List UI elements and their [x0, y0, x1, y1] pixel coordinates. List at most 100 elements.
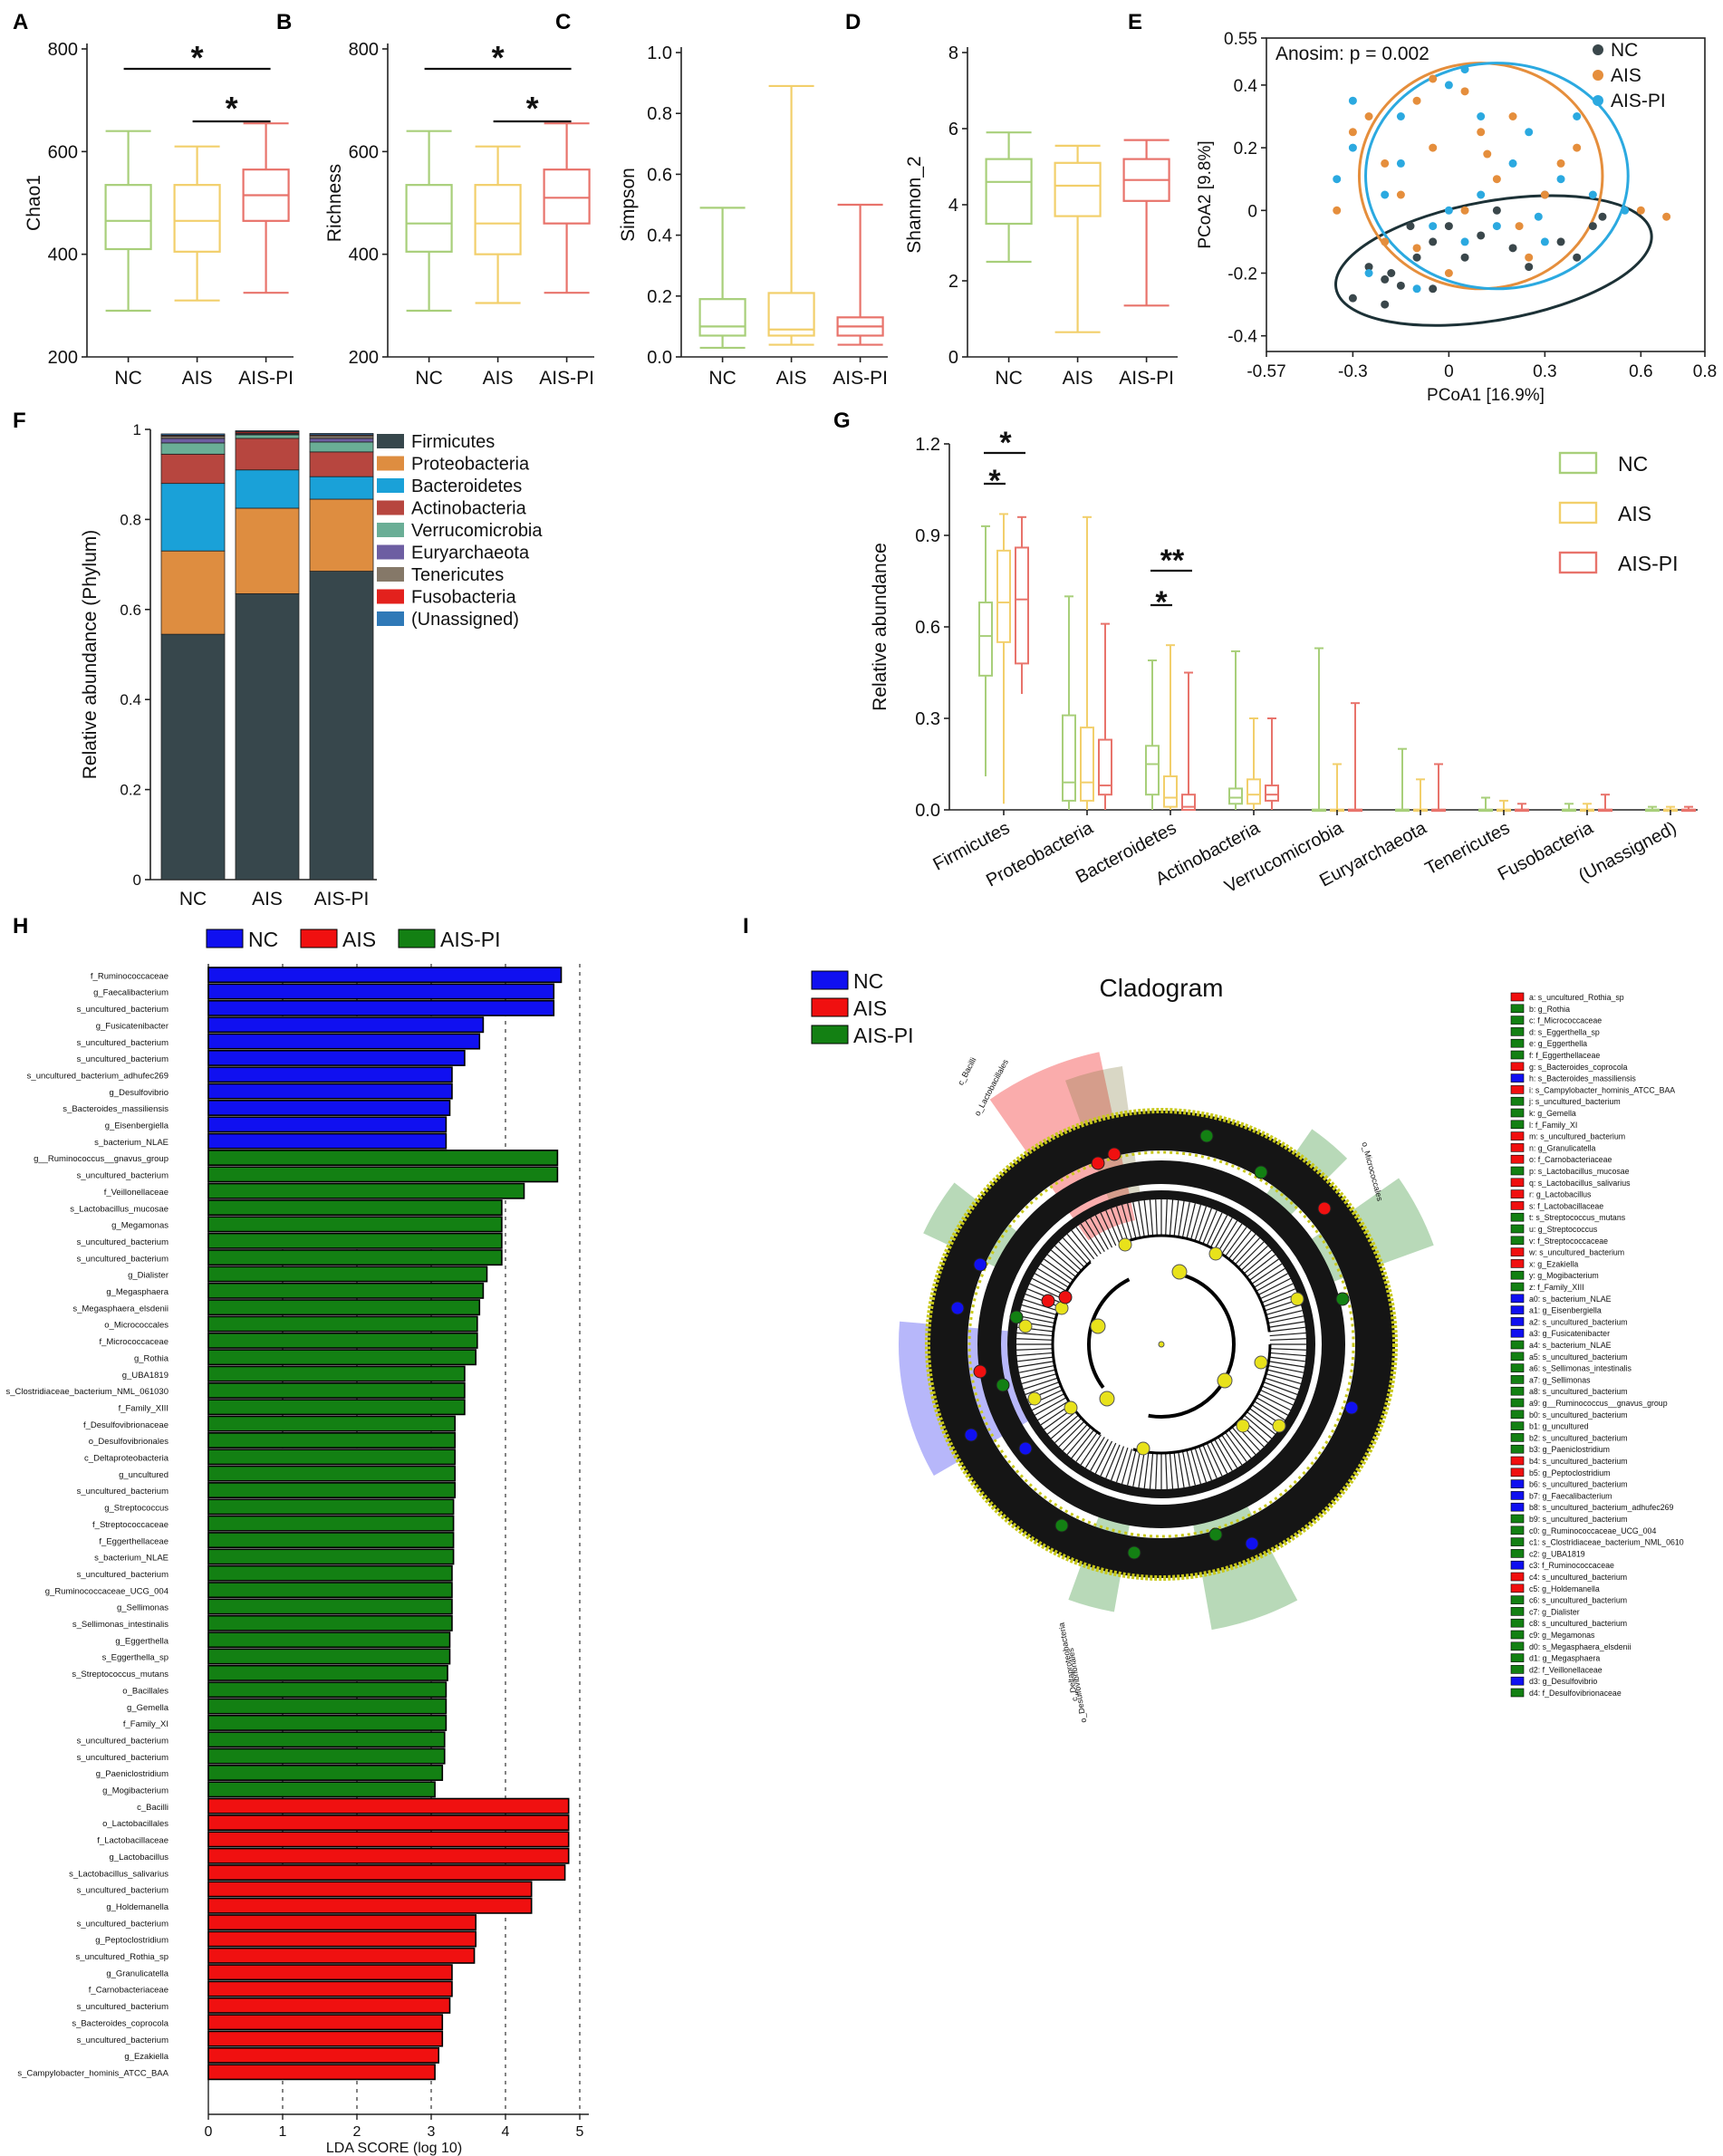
x-axis-label: PCoA1 [16.9%] [1427, 386, 1545, 405]
x-tick-label: 0 [205, 2124, 213, 2140]
key-swatch-ais-pi [1510, 1224, 1525, 1234]
lda-bar [207, 1765, 444, 1781]
scatter-point-ais [1412, 96, 1421, 105]
branch-line [1240, 1245, 1268, 1271]
branch-line [1209, 1215, 1228, 1248]
branch-line [1218, 1220, 1238, 1252]
lda-bar [207, 1532, 455, 1549]
lda-bar-label: g_Fusicatenibacter [96, 1021, 168, 1031]
lda-bar [207, 1731, 446, 1748]
lda-bar [207, 1614, 453, 1631]
legend-swatch [377, 567, 404, 582]
key-swatch-ais [1510, 1201, 1525, 1210]
tree-node [1118, 1237, 1132, 1252]
branch-line [1251, 1263, 1283, 1285]
branch-line [1094, 1215, 1113, 1248]
key-swatch-ais [1510, 1572, 1525, 1582]
lda-bar [207, 1432, 457, 1449]
key-entry: d0: s_Megasphaera_elsdenii [1529, 1642, 1632, 1651]
biomarker-node-nc [950, 1301, 965, 1315]
y-tick-label: 1 [133, 421, 141, 438]
branch-line [1194, 1447, 1208, 1483]
branch-line [1020, 1369, 1056, 1379]
branch-line [1221, 1434, 1243, 1466]
y-tick-label: 0.6 [120, 602, 141, 619]
lda-bar [207, 1548, 455, 1565]
x-tick-label: AIS-PI [833, 368, 888, 389]
branch-line [1198, 1446, 1212, 1481]
y-tick-label: 6 [948, 120, 958, 140]
branch-line [1046, 1254, 1077, 1278]
key-entry: c9: g_Megamonas [1529, 1631, 1595, 1640]
y-axis-label: Shannon_2 [904, 156, 925, 253]
y-tick-label: 0.2 [120, 782, 141, 799]
key-swatch-ais-pi [1510, 1375, 1525, 1384]
lda-bar-label: g_Ruminococcaceae_UCG_004 [45, 1586, 168, 1596]
tree-node [1064, 1400, 1078, 1415]
lda-bar [207, 1132, 448, 1150]
lda-bar [207, 1216, 503, 1233]
key-swatch-ais [1510, 1468, 1525, 1477]
y-tick-label: 1.2 [915, 435, 940, 455]
branch-line [1165, 1199, 1168, 1237]
scatter-point-ais [1429, 74, 1438, 83]
box-iqr [1145, 745, 1160, 796]
sig-star: * [1155, 585, 1168, 620]
branch-line [1268, 1321, 1305, 1328]
tree-node [1027, 1391, 1042, 1406]
x-tick-label: 5 [576, 2124, 584, 2140]
lda-bar-label: g_Dialister [128, 1271, 168, 1281]
branch-line [1254, 1400, 1285, 1421]
lda-bar [207, 1066, 453, 1083]
lda-bar [207, 1299, 481, 1316]
key-entry: a3: g_Fusicatenibacter [1529, 1329, 1610, 1338]
legend-swatch [1558, 501, 1598, 525]
scatter-point-ais [1662, 212, 1671, 221]
legend-label: NC [853, 969, 883, 993]
lda-bar-label: s_uncultured_Rothia_sp [76, 1952, 168, 1962]
key-swatch-ais-pi [1510, 1363, 1525, 1372]
y-axis-label: Relative abundance (Phylum) [80, 530, 101, 779]
branch-line [1181, 1201, 1190, 1238]
lda-bar-label: g_Paeniclostridium [96, 1769, 168, 1779]
lda-bar [207, 1016, 485, 1034]
lda-bar-label: o_Lactobacillales [102, 1819, 168, 1829]
x-tick-label: 0.6 [1629, 362, 1652, 381]
lda-bar-label: g_uncultured [119, 1470, 168, 1480]
scatter-point-ais [1396, 190, 1405, 199]
scatter-point-ais-pi [1492, 222, 1501, 231]
branch-line [1090, 1439, 1109, 1471]
lda-bar [207, 1349, 477, 1366]
lda-bar-label: g_Rothia [134, 1353, 169, 1363]
scatter-point-ais [1556, 159, 1565, 168]
scatter-point-ais [1412, 244, 1421, 253]
branch-line [1214, 1439, 1233, 1471]
tree-node [1208, 1246, 1223, 1261]
lda-bar-label: s_Bacteroides_coprocola [72, 2018, 168, 2028]
scatter-point-nc [1429, 284, 1438, 294]
branch-line [1127, 1203, 1137, 1239]
box-iqr [1163, 775, 1178, 808]
lda-bar [207, 1914, 477, 1931]
y-tick-label: 600 [48, 142, 78, 162]
key-swatch-ais-pi [1510, 1386, 1525, 1396]
branch-line [1075, 1227, 1098, 1257]
scatter-point-ais [1477, 128, 1486, 137]
branch-line [1138, 1451, 1145, 1488]
box-iqr [405, 184, 453, 253]
key-entry: g: s_Bacteroides_coprocola [1529, 1063, 1628, 1072]
biomarker-node-ais-pi [1054, 1518, 1069, 1533]
scatter-point-ais-pi [1396, 112, 1405, 120]
biomarker-node-ais-pi [996, 1378, 1010, 1392]
branch-line [1268, 1361, 1305, 1368]
lda-bar-label: s_Clostridiaceae_bacterium_NML_061030 [5, 1387, 168, 1397]
key-entry: b0: s_uncultured_bacterium [1529, 1410, 1628, 1420]
lda-bar-label: f_Micrococcaceae [99, 1337, 168, 1347]
branch-line [1018, 1315, 1055, 1324]
key-entry: b9: s_uncultured_bacterium [1529, 1515, 1628, 1524]
branch-line [1071, 1429, 1095, 1459]
y-axis-label: Relative abundance [870, 543, 890, 711]
scatter-point-nc [1348, 294, 1357, 303]
x-tick-label: AIS-PI [314, 889, 370, 910]
lda-bar [207, 1930, 477, 1948]
